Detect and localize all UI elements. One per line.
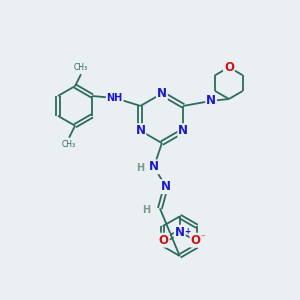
Text: N: N <box>206 94 216 107</box>
Text: CH₃: CH₃ <box>74 63 88 72</box>
Text: O: O <box>224 61 234 74</box>
Text: N: N <box>149 160 159 173</box>
Text: N: N <box>135 124 146 137</box>
Text: N: N <box>178 124 188 137</box>
Text: +: + <box>185 227 191 236</box>
Text: H: H <box>136 163 144 173</box>
Text: H: H <box>142 206 150 215</box>
Text: CH₃: CH₃ <box>62 140 76 148</box>
Text: O: O <box>159 234 169 247</box>
Text: N: N <box>161 180 171 193</box>
Text: N: N <box>157 87 167 100</box>
Text: ⁻: ⁻ <box>200 233 205 242</box>
Text: O: O <box>190 234 201 247</box>
Text: NH: NH <box>106 93 123 103</box>
Text: N: N <box>175 226 185 239</box>
